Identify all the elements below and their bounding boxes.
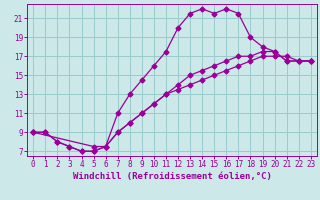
X-axis label: Windchill (Refroidissement éolien,°C): Windchill (Refroidissement éolien,°C) (73, 172, 271, 181)
